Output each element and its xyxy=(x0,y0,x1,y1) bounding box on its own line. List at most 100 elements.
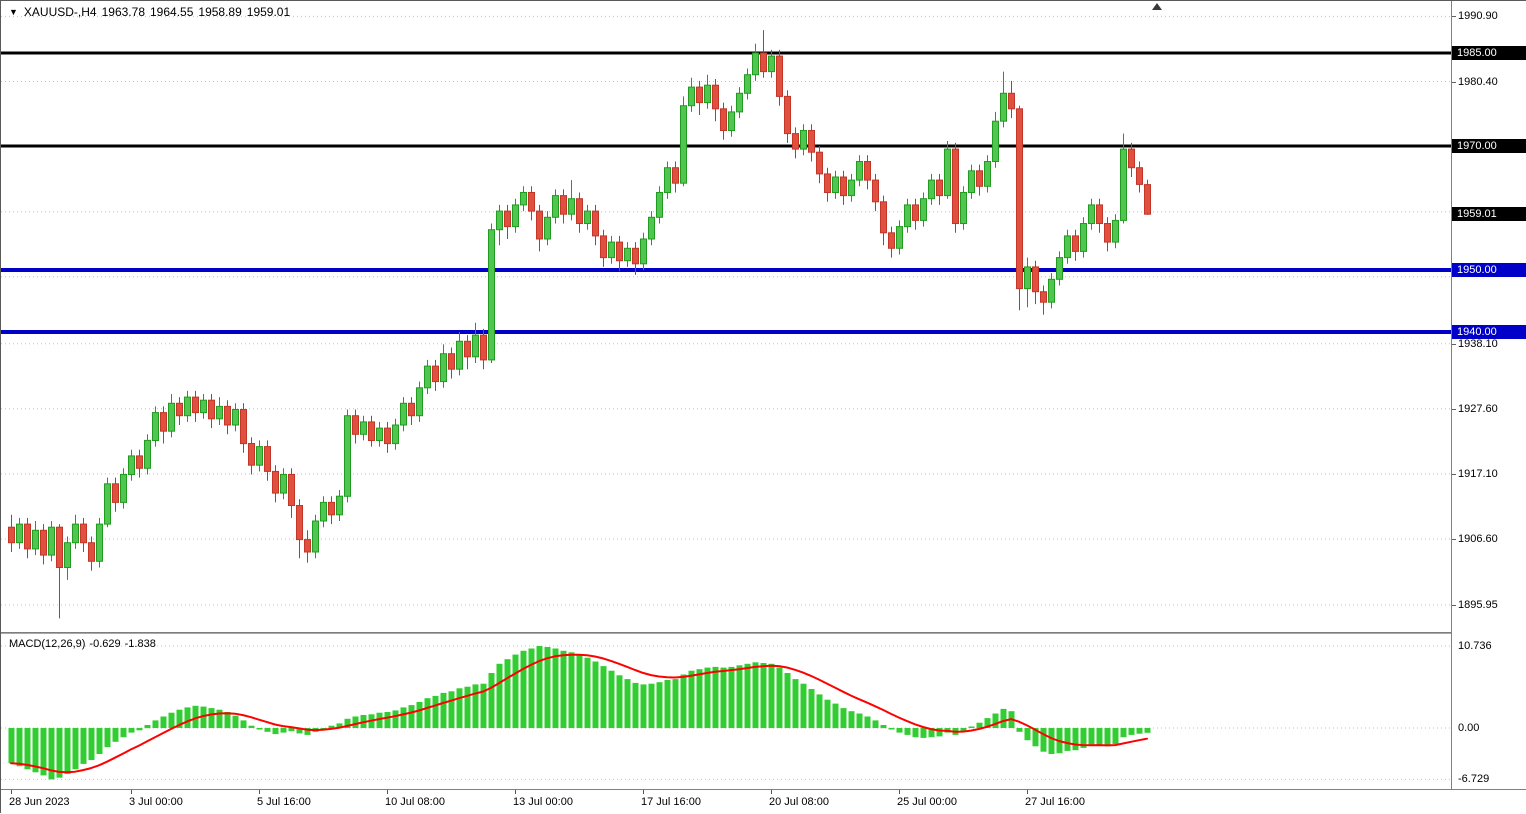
macd-histogram-bar xyxy=(32,728,39,773)
macd-histogram-bar xyxy=(608,670,615,728)
candle-body xyxy=(424,365,431,389)
macd-histogram-bar xyxy=(408,705,415,728)
candle-body xyxy=(1096,204,1103,224)
candle-body xyxy=(144,439,151,469)
macd-histogram-bar xyxy=(520,650,527,728)
candle-body xyxy=(128,455,135,475)
candle-body xyxy=(504,210,511,228)
candle-body xyxy=(352,415,359,435)
candle-body xyxy=(536,210,543,240)
macd-title: MACD(12,26,9) xyxy=(9,638,86,650)
time-tick-mark xyxy=(899,790,900,794)
candle-body xyxy=(816,151,823,175)
candle-body xyxy=(8,526,15,544)
macd-histogram-bar xyxy=(256,728,263,730)
macd-histogram-bar xyxy=(72,728,79,770)
macd-histogram-bar xyxy=(48,728,55,780)
macd-tick-label: 10.736 xyxy=(1458,640,1492,652)
macd-histogram-bar xyxy=(400,707,407,728)
candle-body xyxy=(16,523,23,544)
candle-body xyxy=(872,179,879,203)
pane-divider[interactable] xyxy=(1,632,1451,634)
time-tick-mark xyxy=(131,790,132,794)
candle-body xyxy=(624,247,631,262)
candle-body xyxy=(416,387,423,417)
macd-histogram-bar xyxy=(208,708,215,728)
candle-body xyxy=(1048,278,1055,303)
candle-body xyxy=(232,409,239,426)
candle-body xyxy=(752,52,759,76)
candle-body xyxy=(632,247,639,265)
candle-body xyxy=(848,179,855,197)
candle-body xyxy=(800,130,807,150)
price-chart-pane[interactable] xyxy=(1,1,1451,632)
candle-body xyxy=(248,443,255,466)
macd-histogram-bar xyxy=(760,663,767,728)
candle-body xyxy=(760,52,767,73)
candle-body xyxy=(864,161,871,181)
time-tick-label: 3 Jul 00:00 xyxy=(129,796,183,808)
macd-histogram-bar xyxy=(320,728,327,729)
candle-body xyxy=(120,474,127,503)
macd-histogram-bar xyxy=(96,728,103,754)
macd-histogram-bar xyxy=(656,682,663,729)
macd-histogram-bar xyxy=(1120,728,1127,738)
close-value: 1959.01 xyxy=(246,5,291,19)
macd-histogram-bar xyxy=(640,684,647,728)
price-axis[interactable]: 1990.90 1980.40 1938.10 1927.60 1917.10 1906.… xyxy=(1451,1,1526,789)
macd-histogram-bar xyxy=(200,706,207,728)
price-level-badge: 1970.00 xyxy=(1452,139,1526,153)
macd-histogram-bar xyxy=(616,675,623,728)
macd-histogram-bar xyxy=(784,673,791,728)
candle-body xyxy=(656,192,663,218)
macd-histogram-bar xyxy=(776,667,783,728)
candle-body xyxy=(480,334,487,361)
macd-histogram-bar xyxy=(88,728,95,761)
macd-histogram-bar xyxy=(824,699,831,728)
time-tick-label: 25 Jul 00:00 xyxy=(897,796,957,808)
macd-histogram-bar xyxy=(1080,728,1087,748)
candle-body xyxy=(640,238,647,265)
macd-histogram-bar xyxy=(1024,728,1031,741)
candle-body xyxy=(136,455,143,469)
macd-histogram-bar xyxy=(144,725,151,729)
macd-histogram-bar xyxy=(184,707,191,728)
candle-body xyxy=(176,402,183,417)
macd-histogram-bar xyxy=(136,728,143,731)
price-tick-label: 1906.60 xyxy=(1458,533,1498,545)
time-axis[interactable]: 28 Jun 2023 3 Jul 00:00 5 Jul 16:00 10 Jul … xyxy=(1,789,1526,814)
candle-body xyxy=(1008,92,1015,110)
macd-histogram-bar xyxy=(1136,728,1143,734)
candle-body xyxy=(560,195,567,215)
macd-indicator-pane[interactable] xyxy=(1,634,1451,789)
time-tick-mark xyxy=(643,790,644,794)
macd-histogram-bar xyxy=(848,711,855,728)
macd-histogram-bar xyxy=(1040,728,1047,752)
candle-body xyxy=(1080,223,1087,252)
candle-body xyxy=(824,173,831,193)
candle-body xyxy=(608,241,615,259)
candle-body xyxy=(792,133,799,150)
candle-body xyxy=(648,216,655,240)
collapse-arrow-icon[interactable]: ▼ xyxy=(9,7,18,17)
macd-histogram-bar xyxy=(936,728,943,737)
macd-histogram-bar xyxy=(592,661,599,728)
macd-histogram-bar xyxy=(480,683,487,728)
candle-body xyxy=(96,523,103,562)
macd-histogram-bar xyxy=(576,654,583,728)
macd-histogram-bar xyxy=(664,679,671,729)
macd-histogram-bar xyxy=(1000,708,1007,728)
macd-histogram-bar xyxy=(512,654,519,728)
macd-histogram-bar xyxy=(888,728,895,730)
candle-body xyxy=(1112,219,1119,243)
macd-histogram-bar xyxy=(336,723,343,728)
candle-body xyxy=(304,539,311,553)
price-level-badge: 1959.01 xyxy=(1452,207,1526,221)
candle-body xyxy=(264,446,271,472)
candle-body xyxy=(952,148,959,225)
price-tick-mark xyxy=(1452,409,1456,410)
price-level-badge: 1950.00 xyxy=(1452,263,1526,277)
macd-histogram-bar xyxy=(16,728,23,767)
candle-body xyxy=(1128,148,1135,169)
candle-body xyxy=(312,520,319,553)
